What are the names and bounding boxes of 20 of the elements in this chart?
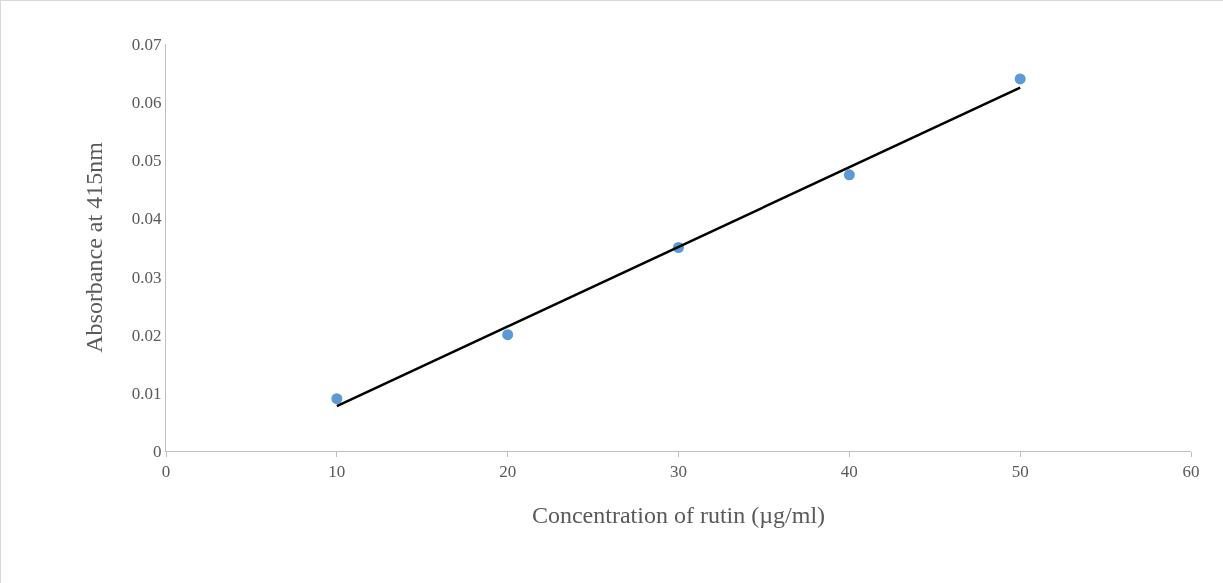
y-tick-label: 0.01 — [131, 383, 162, 403]
y-axis-title: Absorbance at 415nm — [80, 141, 107, 353]
x-axis-title: Concentration of rutin (µg/ml) — [531, 501, 826, 528]
y-tick-label: 0.02 — [131, 325, 162, 345]
x-tick-label: 50 — [1011, 462, 1029, 482]
y-tick-label: 0 — [153, 441, 162, 461]
y-tick-label: 0.07 — [131, 34, 163, 54]
point — [331, 393, 343, 405]
y-tick-label: 0.05 — [131, 151, 162, 171]
y-tick-label: 0.04 — [131, 209, 163, 229]
y-tick-label: 0.06 — [131, 93, 162, 113]
x-tick-label: 30 — [670, 462, 687, 482]
point — [843, 169, 855, 181]
x-tick-label: 20 — [499, 462, 517, 482]
x-tick-label: 40 — [840, 462, 858, 482]
y-tick-label: 0.03 — [131, 267, 162, 287]
x-tick-label: 10 — [328, 462, 346, 482]
x-tick-label: 60 — [1182, 462, 1200, 482]
point — [1014, 73, 1026, 85]
point — [502, 329, 514, 341]
